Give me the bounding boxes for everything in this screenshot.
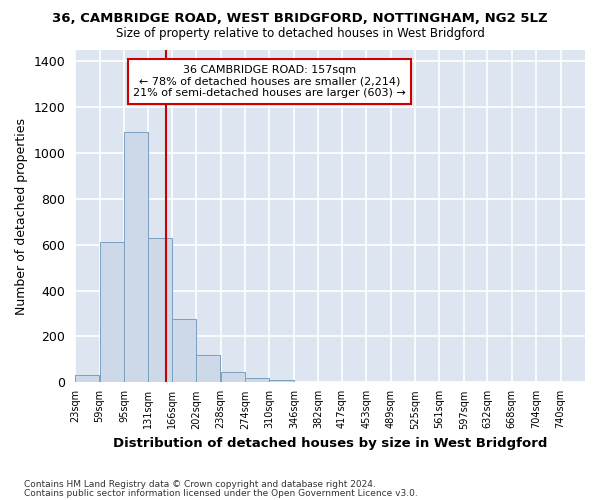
Bar [172,319,196,382]
Text: Contains HM Land Registry data © Crown copyright and database right 2024.: Contains HM Land Registry data © Crown c… [24,480,376,489]
Bar [245,378,269,382]
Bar [148,238,172,382]
Text: 36, CAMBRIDGE ROAD, WEST BRIDGFORD, NOTTINGHAM, NG2 5LZ: 36, CAMBRIDGE ROAD, WEST BRIDGFORD, NOTT… [52,12,548,26]
Bar [75,376,99,382]
Bar [100,242,124,382]
Text: Size of property relative to detached houses in West Bridgford: Size of property relative to detached ho… [116,28,484,40]
Text: Contains public sector information licensed under the Open Government Licence v3: Contains public sector information licen… [24,488,418,498]
Bar [221,372,245,382]
Bar [196,354,220,382]
Text: 36 CAMBRIDGE ROAD: 157sqm
← 78% of detached houses are smaller (2,214)
21% of se: 36 CAMBRIDGE ROAD: 157sqm ← 78% of detac… [133,65,406,98]
Bar [124,132,148,382]
X-axis label: Distribution of detached houses by size in West Bridgford: Distribution of detached houses by size … [113,437,547,450]
Y-axis label: Number of detached properties: Number of detached properties [15,118,28,314]
Bar [269,380,293,382]
